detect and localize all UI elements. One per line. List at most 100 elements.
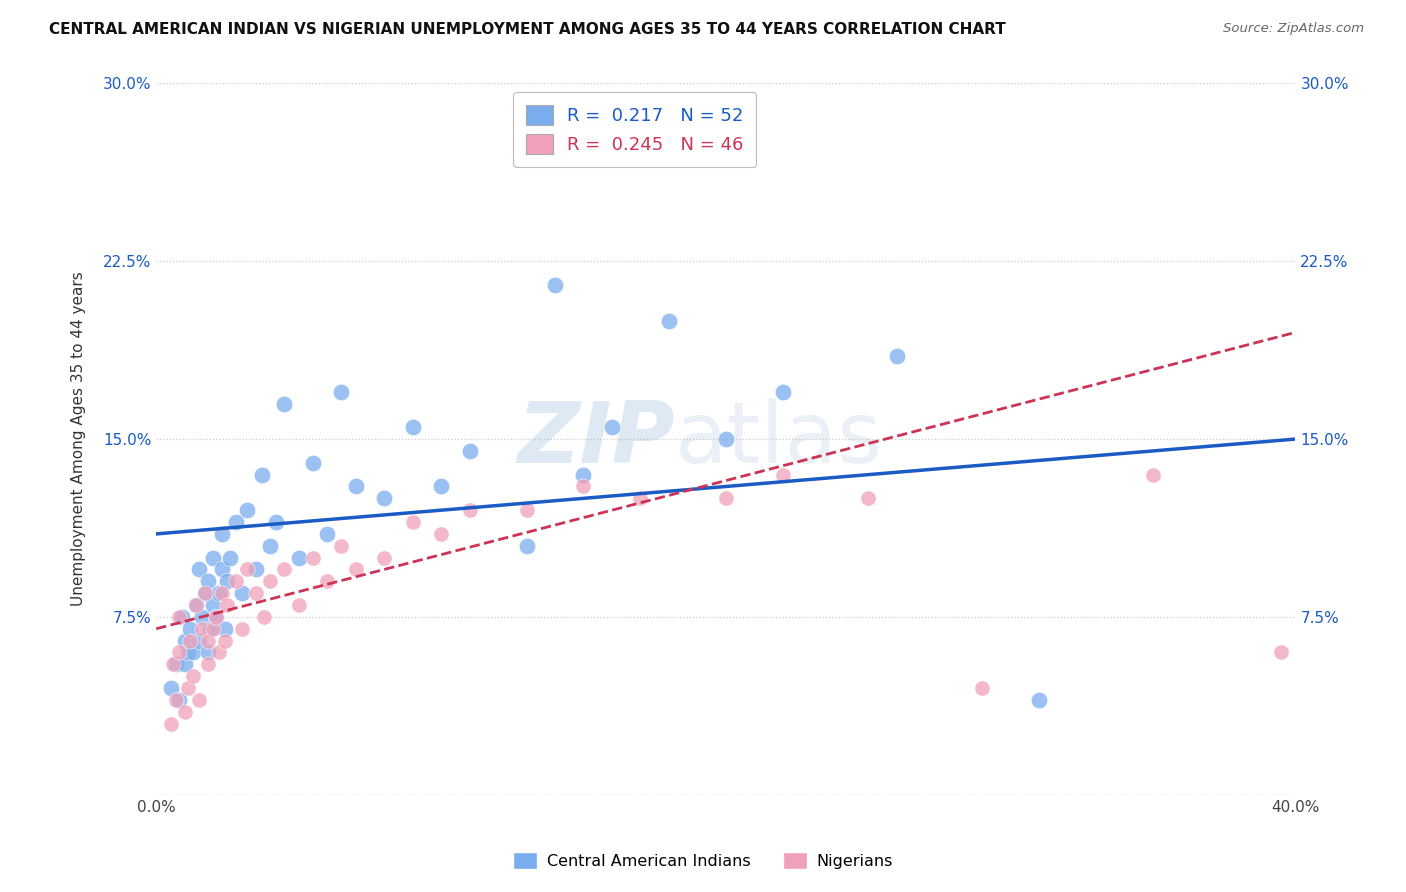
Point — [186, 598, 208, 612]
Point — [165, 657, 187, 672]
Point — [572, 479, 595, 493]
Point — [430, 479, 453, 493]
Point — [159, 716, 181, 731]
Point — [211, 527, 233, 541]
Point — [173, 633, 195, 648]
Point — [458, 444, 481, 458]
Point — [214, 633, 236, 648]
Point — [401, 420, 423, 434]
Point — [330, 539, 353, 553]
Point — [401, 515, 423, 529]
Point — [197, 633, 219, 648]
Point — [250, 467, 273, 482]
Point — [858, 491, 880, 506]
Point — [208, 586, 231, 600]
Text: Source: ZipAtlas.com: Source: ZipAtlas.com — [1223, 22, 1364, 36]
Point — [264, 515, 287, 529]
Point — [344, 479, 367, 493]
Y-axis label: Unemployment Among Ages 35 to 44 years: Unemployment Among Ages 35 to 44 years — [72, 272, 86, 607]
Point — [211, 586, 233, 600]
Point — [170, 610, 193, 624]
Legend: Central American Indians, Nigerians: Central American Indians, Nigerians — [508, 846, 898, 875]
Point — [197, 645, 219, 659]
Point — [273, 396, 295, 410]
Point — [179, 633, 201, 648]
Point — [515, 503, 537, 517]
Point — [225, 515, 247, 529]
Point — [772, 467, 794, 482]
Point — [236, 503, 259, 517]
Point — [173, 705, 195, 719]
Point — [186, 598, 208, 612]
Point — [202, 598, 225, 612]
Point — [191, 610, 214, 624]
Point — [458, 503, 481, 517]
Point — [188, 693, 211, 707]
Point — [373, 491, 395, 506]
Point — [191, 622, 214, 636]
Point — [302, 550, 325, 565]
Point — [217, 598, 239, 612]
Point — [205, 610, 228, 624]
Point — [176, 645, 198, 659]
Point — [886, 349, 908, 363]
Point — [167, 610, 190, 624]
Point — [231, 622, 253, 636]
Point — [544, 277, 567, 292]
Point — [316, 574, 339, 589]
Point — [572, 467, 595, 482]
Point — [197, 657, 219, 672]
Point — [259, 574, 281, 589]
Point — [253, 610, 276, 624]
Point — [287, 598, 309, 612]
Point — [167, 645, 190, 659]
Point — [259, 539, 281, 553]
Point — [231, 586, 253, 600]
Point — [600, 420, 623, 434]
Text: ZIP: ZIP — [517, 398, 675, 481]
Point — [214, 622, 236, 636]
Point — [225, 574, 247, 589]
Point — [373, 550, 395, 565]
Point — [714, 491, 737, 506]
Point — [194, 586, 217, 600]
Point — [181, 645, 204, 659]
Point — [245, 586, 267, 600]
Point — [173, 657, 195, 672]
Point — [245, 562, 267, 576]
Point — [217, 574, 239, 589]
Point — [202, 550, 225, 565]
Point — [972, 681, 994, 695]
Point — [205, 610, 228, 624]
Point — [159, 681, 181, 695]
Point — [714, 432, 737, 446]
Point — [200, 622, 222, 636]
Point — [188, 562, 211, 576]
Point — [208, 645, 231, 659]
Point — [1028, 693, 1050, 707]
Point — [179, 622, 201, 636]
Point — [202, 622, 225, 636]
Point — [287, 550, 309, 565]
Legend: R =  0.217   N = 52, R =  0.245   N = 46: R = 0.217 N = 52, R = 0.245 N = 46 — [513, 93, 756, 167]
Point — [330, 384, 353, 399]
Point — [236, 562, 259, 576]
Point — [176, 681, 198, 695]
Point — [1270, 645, 1292, 659]
Point — [219, 550, 242, 565]
Point — [430, 527, 453, 541]
Text: atlas: atlas — [675, 398, 883, 481]
Point — [1142, 467, 1164, 482]
Point — [211, 562, 233, 576]
Point — [273, 562, 295, 576]
Point — [772, 384, 794, 399]
Point — [628, 491, 651, 506]
Point — [167, 693, 190, 707]
Point — [194, 586, 217, 600]
Point — [188, 633, 211, 648]
Point — [515, 539, 537, 553]
Point — [302, 456, 325, 470]
Point — [165, 693, 187, 707]
Point — [162, 657, 184, 672]
Point — [316, 527, 339, 541]
